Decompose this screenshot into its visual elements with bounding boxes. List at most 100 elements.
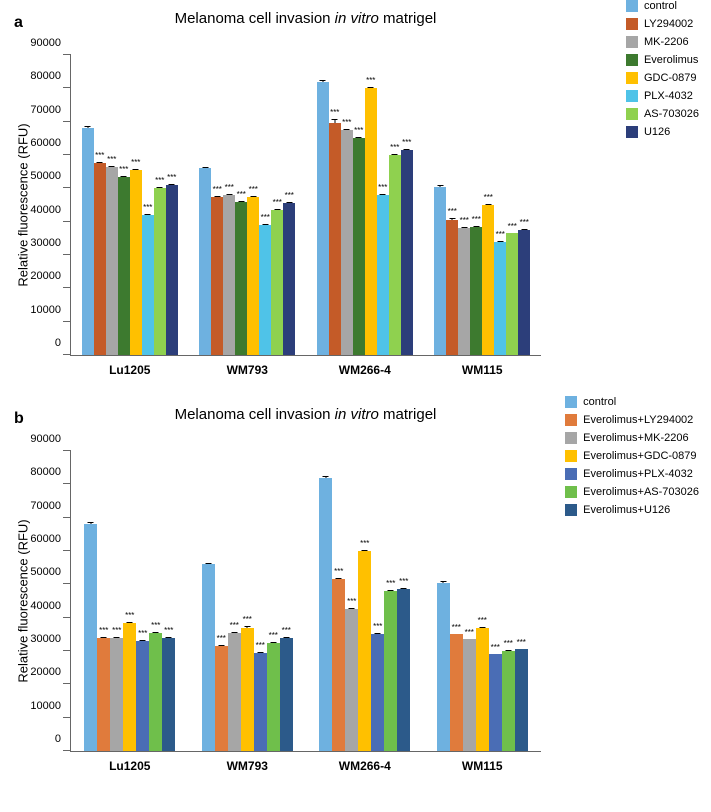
ytick bbox=[63, 450, 71, 451]
legend-item: PLX-4032 bbox=[626, 90, 699, 102]
legend-item: control bbox=[565, 396, 699, 408]
bar bbox=[82, 128, 94, 355]
title-prefix: Melanoma cell invasion bbox=[175, 10, 335, 27]
bar bbox=[84, 524, 97, 751]
bar-wrap: *** bbox=[97, 451, 110, 751]
bar bbox=[371, 634, 384, 751]
bar-wrap: *** bbox=[482, 55, 494, 355]
bar-wrap bbox=[319, 451, 332, 751]
legend-item: Everolimus+U126 bbox=[565, 504, 699, 516]
panel-b-ylabel: Relative fluorescence (RFU) bbox=[16, 519, 31, 682]
bar bbox=[494, 242, 506, 355]
ytick-label: 50000 bbox=[30, 170, 61, 182]
panel-b-plot: ******************Lu1205****************… bbox=[71, 451, 541, 751]
legend-swatch bbox=[565, 468, 577, 480]
significance-marker: *** bbox=[143, 204, 152, 212]
bar bbox=[341, 130, 353, 355]
bar-wrap: *** bbox=[397, 451, 410, 751]
legend-item: GDC-0879 bbox=[626, 72, 699, 84]
ytick bbox=[63, 121, 71, 122]
bar bbox=[199, 168, 211, 355]
bar bbox=[450, 634, 463, 751]
category-label: WM115 bbox=[462, 363, 503, 377]
significance-marker: *** bbox=[155, 177, 164, 185]
ytick bbox=[63, 483, 71, 484]
significance-marker: *** bbox=[342, 119, 351, 127]
significance-marker: *** bbox=[151, 622, 160, 630]
bar-wrap: *** bbox=[241, 451, 254, 751]
significance-marker: *** bbox=[390, 144, 399, 152]
bar-group: ****************** bbox=[202, 451, 293, 751]
ytick-label: 30000 bbox=[30, 237, 61, 249]
category-label: Lu1205 bbox=[109, 363, 150, 377]
significance-marker: *** bbox=[95, 152, 104, 160]
panel-b-legend: controlEverolimus+LY294002Everolimus+MK-… bbox=[565, 396, 699, 522]
ytick-label: 20000 bbox=[30, 666, 61, 678]
significance-marker: *** bbox=[249, 186, 258, 194]
category-label: WM793 bbox=[227, 759, 268, 773]
bar-wrap: *** bbox=[136, 451, 149, 751]
significance-marker: *** bbox=[347, 598, 356, 606]
ytick bbox=[63, 517, 71, 518]
ytick-label: 80000 bbox=[30, 70, 61, 82]
bar-wrap: *** bbox=[154, 55, 166, 355]
bar-wrap: *** bbox=[515, 451, 528, 751]
bar-wrap: *** bbox=[94, 55, 106, 355]
ytick-label: 50000 bbox=[30, 566, 61, 578]
legend-swatch bbox=[626, 36, 638, 48]
bar bbox=[94, 163, 106, 355]
bar bbox=[123, 623, 136, 751]
bar bbox=[332, 579, 345, 751]
legend-swatch bbox=[626, 90, 638, 102]
bar bbox=[329, 123, 341, 355]
legend-label: Everolimus+GDC-0879 bbox=[583, 450, 696, 462]
ytick-label: 90000 bbox=[30, 433, 61, 445]
panel-a-chart: Relative fluorescence (RFU) ************… bbox=[70, 55, 541, 356]
bar bbox=[446, 220, 458, 355]
bar bbox=[476, 628, 489, 751]
ytick bbox=[63, 87, 71, 88]
significance-marker: *** bbox=[378, 184, 387, 192]
bar-wrap: *** bbox=[345, 451, 358, 751]
panel-b: b Melanoma cell invasion in vitro matrig… bbox=[10, 406, 701, 782]
bar bbox=[502, 651, 515, 751]
legend-item: Everolimus+PLX-4032 bbox=[565, 468, 699, 480]
significance-marker: *** bbox=[460, 217, 469, 225]
legend-label: LY294002 bbox=[644, 18, 693, 30]
ytick-label: 40000 bbox=[30, 600, 61, 612]
legend-label: MK-2206 bbox=[644, 36, 689, 48]
significance-marker: *** bbox=[334, 568, 343, 576]
ytick bbox=[63, 54, 71, 55]
bar bbox=[506, 233, 518, 355]
bar bbox=[470, 227, 482, 355]
ytick-label: 0 bbox=[55, 733, 61, 745]
ytick bbox=[63, 683, 71, 684]
bar bbox=[397, 589, 410, 751]
bar bbox=[267, 643, 280, 751]
panel-a: a Melanoma cell invasion in vitro matrig… bbox=[10, 10, 701, 386]
significance-marker: *** bbox=[330, 109, 339, 117]
ytick bbox=[63, 154, 71, 155]
significance-marker: *** bbox=[520, 219, 529, 227]
ytick-label: 60000 bbox=[30, 137, 61, 149]
bar-wrap: *** bbox=[123, 451, 136, 751]
bar-wrap: *** bbox=[254, 451, 267, 751]
bar bbox=[154, 188, 166, 355]
bar-wrap: *** bbox=[401, 55, 413, 355]
panel-b-title: Melanoma cell invasion in vitro matrigel bbox=[70, 406, 541, 423]
significance-marker: *** bbox=[452, 624, 461, 632]
legend-label: Everolimus+PLX-4032 bbox=[583, 468, 693, 480]
bar-wrap: *** bbox=[446, 55, 458, 355]
title-italic: in vitro bbox=[335, 10, 379, 27]
bar bbox=[317, 82, 329, 355]
legend-swatch bbox=[565, 396, 577, 408]
bar-wrap: *** bbox=[502, 451, 515, 751]
bar bbox=[389, 155, 401, 355]
bar-wrap: *** bbox=[384, 451, 397, 751]
legend-label: PLX-4032 bbox=[644, 90, 693, 102]
legend-item: MK-2206 bbox=[626, 36, 699, 48]
ytick bbox=[63, 254, 71, 255]
bar-wrap bbox=[84, 451, 97, 751]
ytick bbox=[63, 221, 71, 222]
legend-swatch bbox=[565, 504, 577, 516]
